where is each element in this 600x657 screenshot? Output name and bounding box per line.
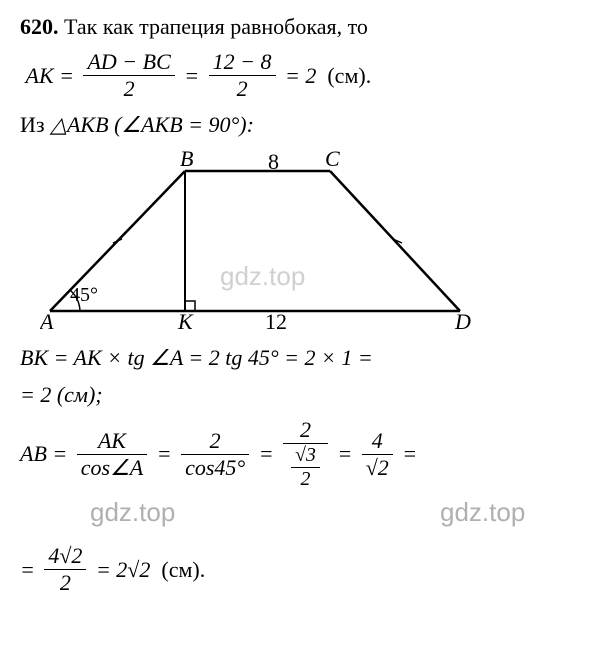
svg-text:A: A [40,309,54,331]
eq3-f3: 2 √3 2 [283,417,328,491]
equation-3: AB = AK cos∠A = 2 cos45° = 2 √3 2 = 4 √2… [20,417,580,491]
eq3-f4: 4 √2 [362,428,393,481]
eq3-f1: AK cos∠A [77,428,148,481]
watermark-left: gdz.top [90,497,175,528]
triangle-line: Из △AKB (∠AKB = 90°): [20,108,580,141]
problem-number: 620. [20,14,59,39]
eq3-left: AB [20,441,47,467]
svg-text:45°: 45° [70,284,98,306]
eq4-frac: 4√2 2 [44,543,86,596]
svg-text:C: C [325,151,340,171]
intro-text: Так как трапеция равнобокая, то [64,14,368,39]
equation-1: AK = AD − BC 2 = 12 − 8 2 = 2 (см). [20,49,580,102]
eq4-result: 2√2 [116,557,150,583]
svg-text:12: 12 [265,309,287,331]
trapezoid-diagram: gdz.top B C 8 A K D 12 45° [40,151,480,331]
eq1-unit: (см). [327,63,371,89]
intro-line: 620. Так как трапеция равнобокая, то [20,10,580,43]
lower-watermarks: gdz.top gdz.top [20,497,580,537]
svg-text:D: D [454,309,471,331]
equation-2-line1: BK = AK × tg ∠A = 2 tg 45° = 2 × 1 = [20,341,580,374]
eq1-result: 2 [305,63,316,89]
eq4-unit: (см). [161,557,205,583]
diagram-svg: B C 8 A K D 12 45° [40,151,480,331]
eq1-left: AK [26,63,54,89]
svg-text:K: K [177,309,194,331]
eq1-frac2: 12 − 8 2 [209,49,276,102]
svg-text:8: 8 [268,151,279,174]
equation-4: = 4√2 2 = 2√2 (см). [20,543,580,596]
prefix: Из [20,112,45,137]
triangle: △AKB [50,112,108,137]
eq3-f2: 2 cos45° [181,428,249,481]
svg-text:B: B [180,151,193,171]
angle-text: (∠AKB = 90°): [114,112,254,137]
eq1-frac1: AD − BC 2 [83,49,174,102]
equation-2-line2: = 2 (см); [20,378,580,411]
watermark-right: gdz.top [440,497,525,528]
